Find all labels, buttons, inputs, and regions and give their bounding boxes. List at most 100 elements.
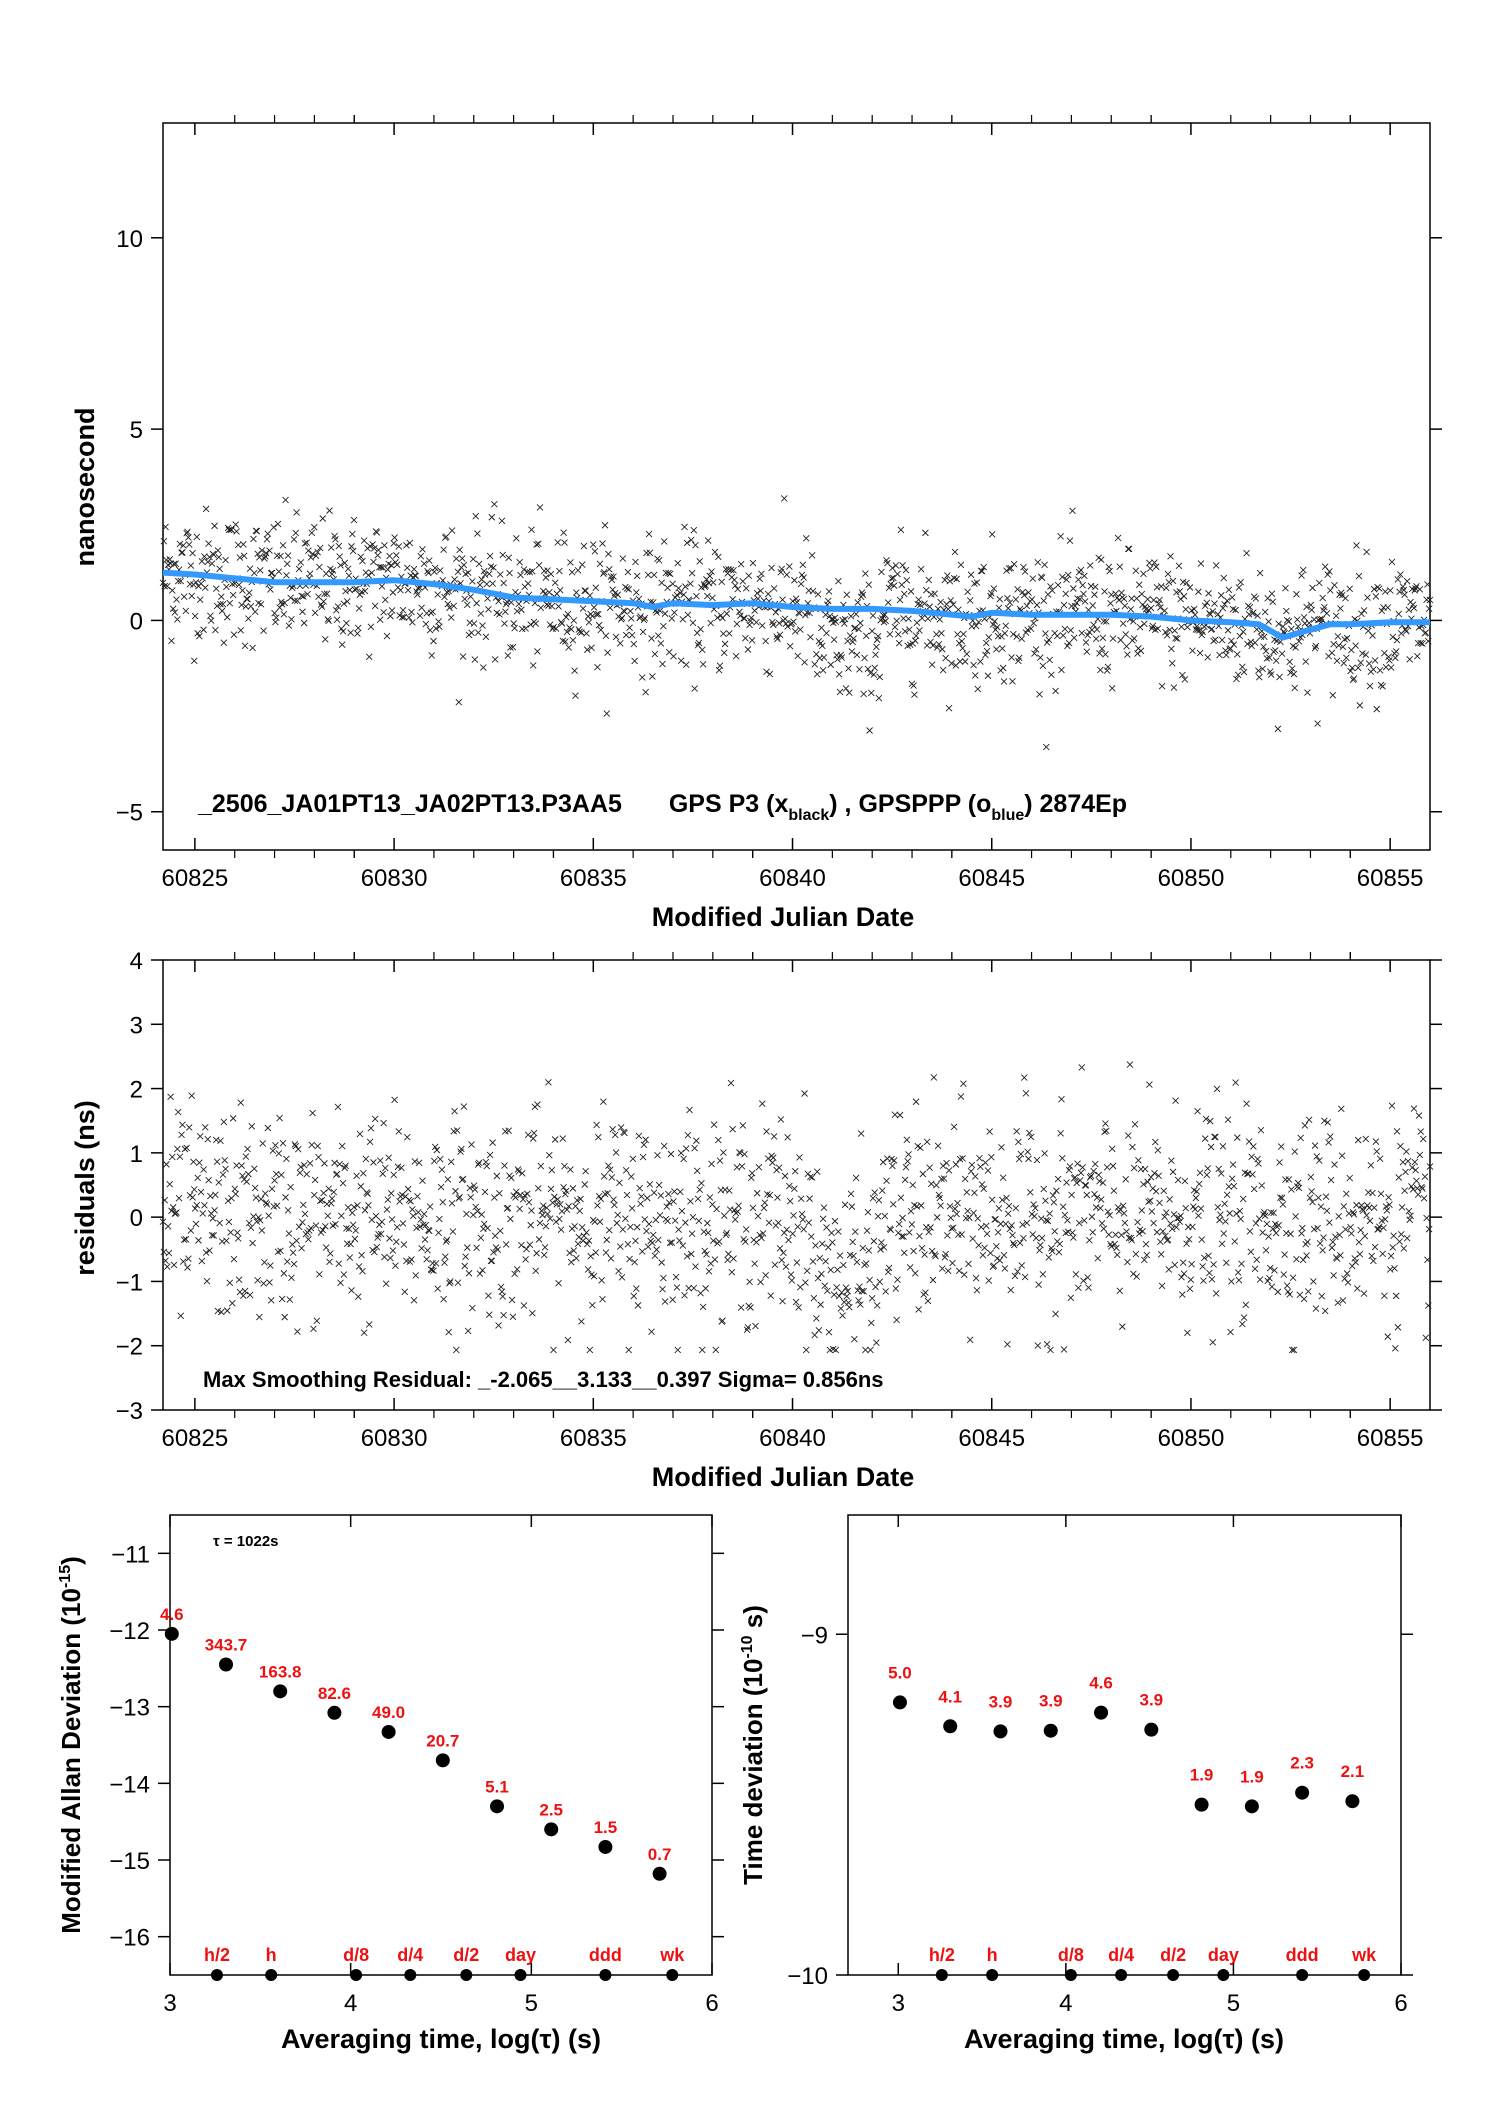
gps-p3-point [564, 610, 572, 618]
gps-p3-point [721, 640, 729, 648]
residual-point [599, 1295, 606, 1303]
residual-point [262, 1199, 270, 1206]
gps-p3-point [871, 664, 879, 672]
residual-point [724, 1256, 731, 1264]
residual-point [1426, 1163, 1434, 1170]
residual-point [433, 1146, 441, 1154]
residual-point [424, 1246, 431, 1254]
residual-point [735, 1202, 742, 1209]
residual-point [1102, 1120, 1109, 1127]
residual-point [577, 1195, 584, 1203]
gps-p3-point [641, 614, 649, 622]
gps-p3-point [555, 603, 562, 610]
residual-point [326, 1258, 333, 1266]
residual-point [311, 1176, 319, 1184]
gps-p3-point [264, 530, 272, 538]
gps-p3-point [500, 579, 507, 587]
gps-p3-point [1149, 622, 1157, 630]
residual-point [682, 1145, 690, 1152]
residual-point [730, 1255, 737, 1262]
gps-p3-point [406, 539, 414, 547]
residual-point [691, 1144, 698, 1152]
gps-p3-point [1120, 595, 1128, 603]
residual-point [1275, 1221, 1283, 1229]
residual-point [1421, 1173, 1429, 1180]
data-point-label: 3.9 [1139, 1691, 1163, 1710]
gps-p3-point [295, 565, 303, 573]
gps-p3-point [1392, 648, 1400, 655]
residual-point [1308, 1188, 1315, 1195]
gps-p3-point [1075, 576, 1082, 583]
gps-p3-point [640, 616, 648, 624]
gps-p3-point [196, 632, 203, 640]
gps-p3-point [337, 561, 344, 569]
gps-p3-point [674, 559, 682, 567]
gps-p3-point [1175, 562, 1183, 570]
gps-p3-point [856, 666, 863, 673]
gps-p3-point [522, 625, 529, 632]
residual-point [705, 1267, 713, 1275]
residual-point [1086, 1174, 1094, 1181]
residual-point [288, 1274, 295, 1282]
gps-p3-point [884, 559, 891, 567]
residual-point [598, 1277, 605, 1284]
residual-point [875, 1196, 883, 1204]
residual-point [1256, 1276, 1264, 1283]
residual-point [937, 1202, 944, 1210]
data-point-label: 4.6 [160, 1605, 184, 1624]
residual-point [858, 1287, 866, 1295]
gps-p3-point [353, 585, 360, 593]
gps-p3-point [605, 550, 612, 558]
residual-point [215, 1179, 223, 1186]
residual-point [1078, 1064, 1086, 1071]
gps-p3-point [214, 547, 222, 554]
data-point [1295, 1785, 1310, 1800]
residual-point [873, 1339, 880, 1346]
gps-p3-point [1186, 584, 1194, 591]
gps-p3-point [1152, 563, 1160, 571]
gps-p3-point [1263, 655, 1271, 662]
residual-point [636, 1184, 644, 1192]
gps-p3-point [1261, 608, 1269, 616]
residual-point [1051, 1227, 1059, 1235]
residual-point [1326, 1133, 1334, 1140]
gps-p3-point [306, 570, 314, 578]
residual-point [847, 1190, 855, 1198]
x-tick-label: 4 [344, 1990, 357, 2017]
residual-point [973, 1286, 981, 1294]
residual-point [1399, 1158, 1407, 1166]
gps-p3-point [502, 600, 510, 608]
residual-point [180, 1236, 188, 1244]
residual-point [1367, 1162, 1375, 1169]
gps-p3-point [808, 552, 816, 559]
residual-point [982, 1222, 990, 1230]
gps-p3-point [1007, 564, 1015, 572]
gps-p3-point [1326, 568, 1333, 575]
gps-p3-point [496, 571, 504, 578]
gps-p3-point [486, 552, 494, 560]
gps-p3-point [1424, 581, 1431, 588]
gps-p3-point [1365, 660, 1373, 667]
data-point-label: 5.1 [485, 1777, 509, 1796]
gps-p3-point [1020, 591, 1028, 599]
residual-point [634, 1302, 642, 1309]
residual-point [1162, 1232, 1169, 1240]
gps-p3-point [1233, 675, 1240, 683]
gps-p3-point [1414, 652, 1421, 660]
gps-p3-point [924, 615, 932, 623]
gps-p3-point [490, 564, 497, 571]
gps-p3-point [379, 564, 387, 571]
gps-p3-point [972, 622, 980, 630]
y-tick-label: −10 [787, 1963, 828, 1990]
residual-point [1391, 1265, 1398, 1272]
gps-p3-point [605, 565, 613, 573]
gps-p3-point [1030, 619, 1037, 627]
residual-point [1007, 1286, 1015, 1294]
residual-point [947, 1214, 955, 1222]
residual-point [354, 1293, 362, 1300]
gps-p3-point [281, 599, 289, 607]
residual-point [383, 1206, 391, 1213]
residual-point [1140, 1181, 1147, 1188]
residual-point [1204, 1165, 1212, 1172]
gps-p3-point [357, 553, 365, 561]
